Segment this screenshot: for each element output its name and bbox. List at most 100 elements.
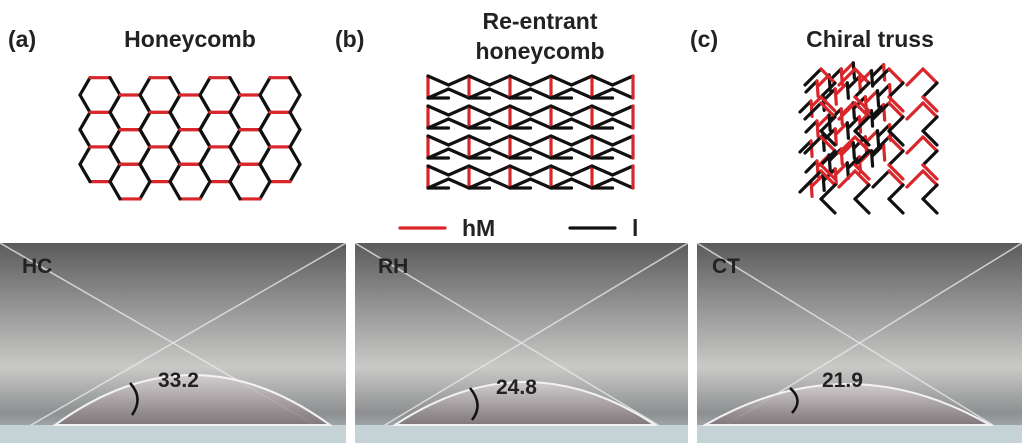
lattice-edge [230,78,240,95]
lattice-edge [490,89,511,98]
substrate [0,425,346,443]
lattice-edge [490,76,511,85]
lattice-edge [260,112,270,129]
lattice-edge [449,149,470,158]
lattice-edge [923,69,937,83]
lattice-edge [449,106,470,115]
lattice-edge [531,119,552,128]
lattice-edge [290,95,300,112]
substrate [355,425,688,443]
contact-angle: 21.9 [822,366,863,396]
lattice-edge [613,166,634,175]
lattice-edge [879,85,890,96]
panel-letter: (b) [335,24,364,54]
lattice-edge [800,101,811,112]
lattice-edge [200,147,210,164]
lattice-edge [572,136,593,145]
lattice-edge [923,185,937,199]
lattice-edge [170,78,180,95]
lattice-edge [551,166,572,175]
lattice-edge [923,83,937,97]
lattice-edge [110,182,120,199]
lattice-edge [889,199,903,213]
lattice-edge [613,149,634,158]
lattice-edge [923,199,937,213]
lattice-edge [510,166,531,175]
lattice-edge [490,136,511,145]
lattice-edge [140,164,150,181]
lattice-edge [907,69,923,85]
lattice-edge [260,78,270,95]
lattice-edge [170,182,180,199]
lattice-edge [140,112,150,129]
lattice-edge [260,130,270,147]
lattice-edge [889,117,903,131]
lattice-edge [230,130,240,147]
lattice-edge [613,136,634,145]
lattice-edge [817,81,818,96]
lattice-edge [140,95,150,112]
lattice-edge [260,164,270,181]
lattice-edge [260,95,270,112]
lattice-edge [889,151,903,165]
lattice-edge [230,182,240,199]
lattice-edge [230,95,240,112]
lattice-edge [449,119,470,128]
lattice-edge [80,147,90,164]
panel-title: Re-entrant honeycomb [450,6,630,66]
lattice-edge [531,179,552,188]
lattice-edge [572,149,593,158]
lattice-edge [823,175,824,190]
lattice-edge [428,76,449,85]
lattice-edge [490,179,511,188]
lattice-edge [551,106,572,115]
lattice-edge [290,130,300,147]
substrate [697,425,1022,443]
lattice-edge [572,89,593,98]
lattice-edge [853,143,854,158]
lattice-edge [613,119,634,128]
lattice-edge [110,112,120,129]
lattice-edge [170,130,180,147]
lattice-edge [469,136,490,145]
lattice-edge [873,137,889,153]
lattice-edge [835,169,836,184]
lattice-edge [821,199,835,213]
lattice-edge [592,106,613,115]
lattice-edge [290,78,300,95]
legend-label: l [632,213,638,243]
lattice-edge [110,95,120,112]
lattice-edge [572,179,593,188]
photo-label: HC [22,252,52,282]
lattice-edge [907,103,923,119]
lattice-edge [907,171,923,187]
lattice-edge [889,185,903,199]
lattice-edge [806,121,817,132]
lattice-edge [613,89,634,98]
lattice-edge [510,106,531,115]
lattice-edge [230,164,240,181]
lattice-edge [847,83,848,98]
lattice-edge [531,106,552,115]
lattice-edge [806,161,817,172]
lattice-edge [110,78,120,95]
lattice-edge [200,182,210,199]
lattice-edge [140,78,150,95]
lattice-edge [290,147,300,164]
lattice-edge [878,91,879,106]
lattice-edge [572,119,593,128]
lattice-edge [592,76,613,85]
lattice-edge [80,164,90,181]
lattice-edge [855,83,869,97]
lattice-edge [200,95,210,112]
lattice-edge [449,136,470,145]
lattice-edge [531,166,552,175]
lattice-edge [613,106,634,115]
lattice-edge [490,166,511,175]
contact-angle: 33.2 [158,366,199,396]
lattice-edge [572,166,593,175]
lattice-edge [551,136,572,145]
lattice-edge [592,166,613,175]
lattice-edge [923,151,937,165]
lattice-edge [80,112,90,129]
